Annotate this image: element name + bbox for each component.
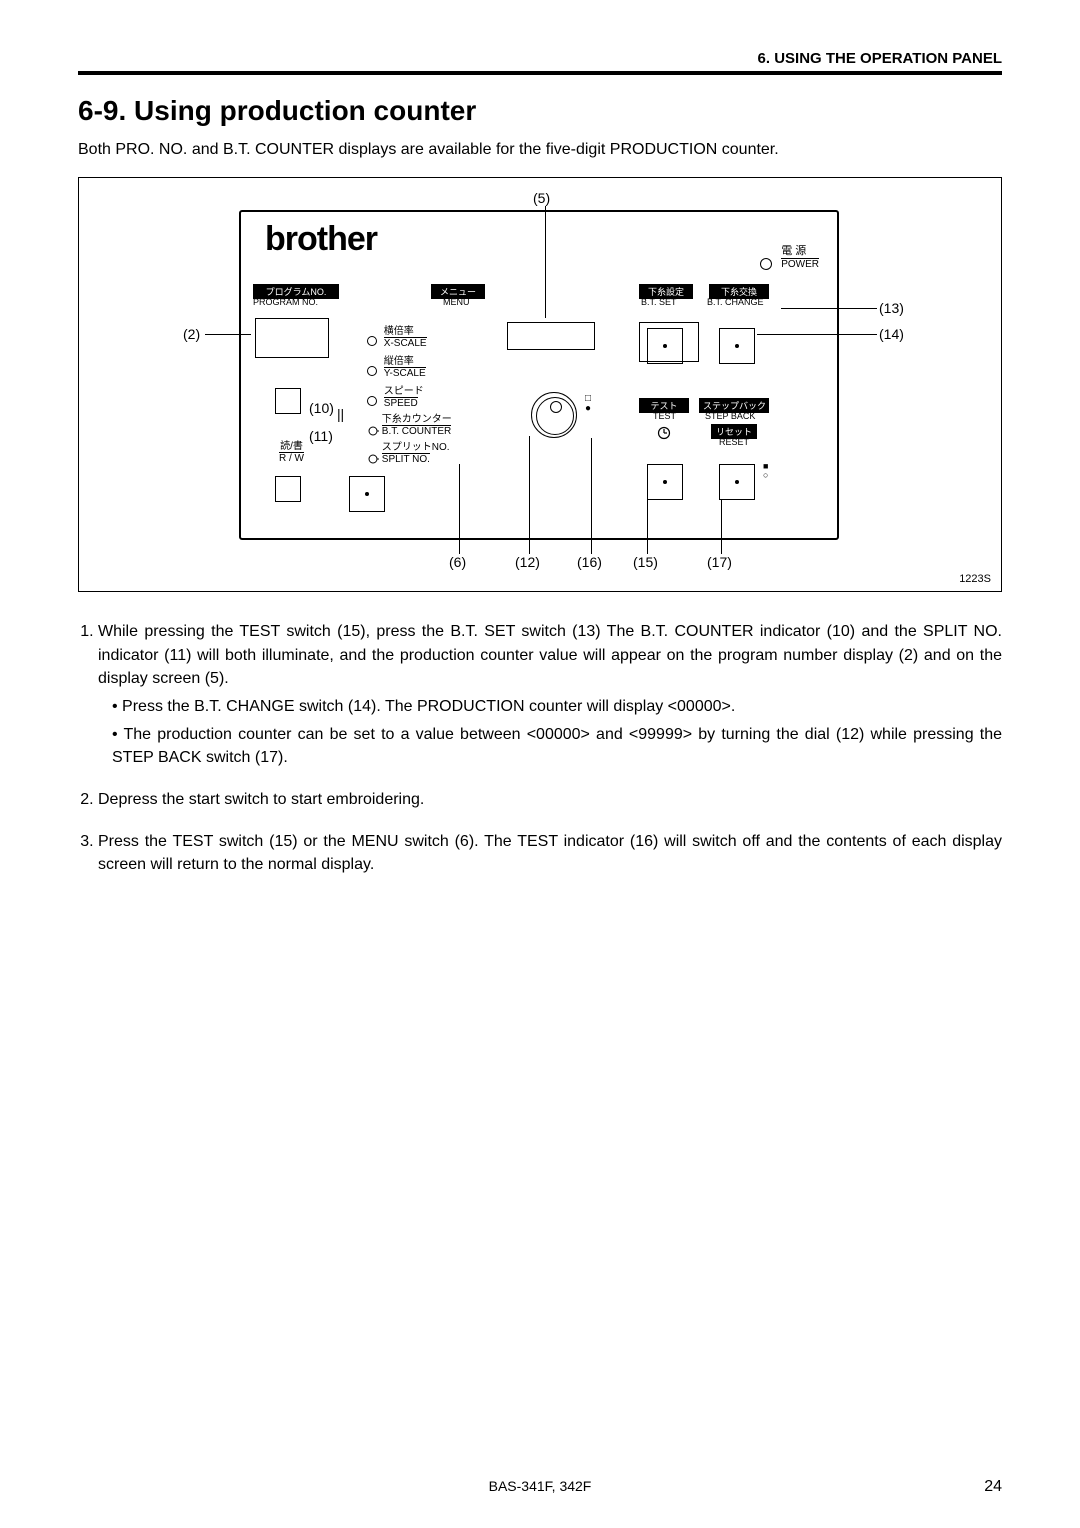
callout-16-line [591,438,592,554]
rw-slot-1 [275,388,301,414]
speed-jp: スピード [384,386,424,397]
btset-button[interactable] [647,328,683,364]
xscale-jp: 横倍率 [384,326,414,337]
test-led-icon [657,426,671,440]
power-led [760,258,772,270]
callout-15: (15) [633,554,658,570]
reset-jp: リセット [716,427,752,437]
step-1: While pressing the TEST switch (15), pre… [98,620,1002,770]
label-progno-en: PROGRAM NO. [253,297,318,307]
control-panel: brother 電 源 POWER プログラムNO. PROGRAM NO. メ… [239,210,839,540]
intro-text: Both PRO. NO. and B.T. COUNTER displays … [78,141,1002,159]
label-progno-jp: プログラムNO. [266,287,327,297]
figure-id: 1223S [959,573,991,585]
footer-model: BAS-341F, 342F [0,1478,1080,1494]
step-1-bullet-2: The production counter can be set to a v… [112,723,1002,770]
speed-led [367,396,377,406]
callout-5: (5) [533,190,550,206]
callout-13-line [781,308,877,309]
callout-14-line [757,334,877,335]
yscale-jp: 縦倍率 [384,356,414,367]
footer-page: 24 [984,1478,1002,1496]
test-jp: テスト [650,401,677,411]
callout-14: (14) [879,326,904,342]
stepback-jp: ステップバック [703,401,766,411]
label-btchange-jp: 下糸交換 [721,287,757,297]
splitno-jp: スプリットNO. [382,442,450,453]
dial-symbols: □● [585,394,591,414]
btcounter-led-icon [367,425,379,437]
label-btchange-en: B.T. CHANGE [707,297,764,307]
speed-en: SPEED [384,397,418,409]
callout-17-line [721,500,722,554]
step-2: Depress the start switch to start embroi… [98,788,1002,812]
power-jp: 電 源 [781,245,806,257]
step-1-text: While pressing the TEST switch (15), pre… [98,623,1002,687]
btcounter-jp: 下糸カウンター [382,414,452,425]
section-header: 6. USING THE OPERATION PANEL [78,50,1002,75]
rw-en: R / W [279,452,304,464]
callout-6-line [459,464,460,554]
callout-12: (12) [515,554,540,570]
callout-2-line [205,334,251,335]
step-3: Press the TEST switch (15) or the MENU s… [98,830,1002,877]
rw-slot-2 [275,476,301,502]
callout-6: (6) [449,554,466,570]
splitno-en: SPLIT NO. [382,453,430,465]
callout-13: (13) [879,300,904,316]
stepback-symbols: ■○ [763,462,768,480]
test-button[interactable] [647,464,683,500]
callout-2: (2) [183,326,200,342]
callout-12-line [529,436,530,554]
label-btset-jp: 下糸設定 [648,287,684,297]
panel-figure: brother 電 源 POWER プログラムNO. PROGRAM NO. メ… [78,177,1002,592]
callout-16: (16) [577,554,602,570]
splitno-row: スプリットNO. SPLIT NO. [367,438,450,465]
yscale-en: Y-SCALE [384,367,426,379]
xscale-led [367,336,377,346]
page-title: 6-9. Using production counter [78,95,1002,127]
stepback-button[interactable] [719,464,755,500]
progno-display [255,318,329,358]
callout-17: (17) [707,554,732,570]
label-menu-en: MENU [443,297,470,307]
xscale-row: 横倍率 X-SCALE [367,322,427,349]
menu-display-upper [507,322,595,350]
step-1-bullet-1: Press the B.T. CHANGE switch (14). The P… [112,695,1002,719]
divider-dashes: | | [337,406,342,422]
rw-button[interactable] [349,476,385,512]
brother-logo: brother [265,220,377,259]
rw-jp: 読/書 [280,441,303,452]
btchange-button[interactable] [719,328,755,364]
yscale-row: 縦倍率 Y-SCALE [367,352,426,379]
btcounter-row: 下糸カウンター B.T. COUNTER [367,410,452,437]
xscale-en: X-SCALE [384,337,427,349]
callout-10: (10) [309,400,334,416]
splitno-led-icon [367,453,379,465]
reset-en: RESET [719,437,749,447]
speed-row: スピード SPEED [367,382,424,409]
instruction-block: While pressing the TEST switch (15), pre… [78,620,1002,877]
label-btset-en: B.T. SET [641,297,677,307]
power-area: 電 源 POWER [760,242,819,270]
callout-5-line [545,206,546,318]
power-en: POWER [781,258,819,270]
rw-label: 読/書 R / W [279,437,304,464]
btcounter-en: B.T. COUNTER [382,425,451,437]
yscale-led [367,366,377,376]
label-menu-jp: メニュー [440,287,476,297]
callout-15-line [647,500,648,554]
callout-11: (11) [309,428,333,444]
jog-dial[interactable] [531,392,577,438]
test-en: TEST [653,411,676,421]
section-header-text: 6. USING THE OPERATION PANEL [758,50,1002,67]
stepback-en: STEP BACK [705,411,755,421]
